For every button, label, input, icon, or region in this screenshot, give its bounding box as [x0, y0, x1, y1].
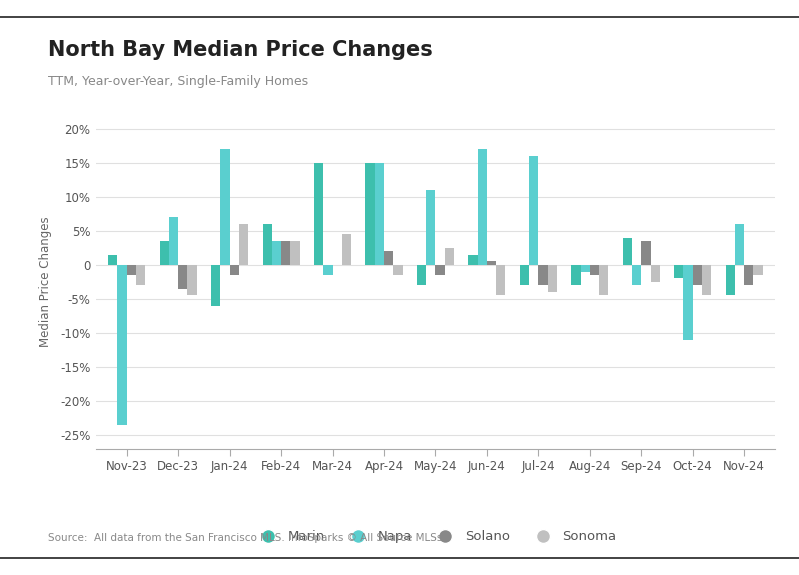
Bar: [529, 156, 539, 264]
Bar: [520, 264, 529, 285]
Bar: [272, 241, 281, 264]
Bar: [263, 224, 272, 264]
Bar: [365, 163, 375, 264]
Bar: [735, 224, 744, 264]
Bar: [108, 255, 117, 264]
Bar: [188, 264, 197, 296]
Bar: [417, 264, 426, 285]
Bar: [702, 264, 711, 296]
Bar: [693, 264, 702, 285]
Bar: [487, 261, 496, 264]
Bar: [468, 255, 478, 264]
Bar: [384, 251, 393, 264]
Bar: [496, 264, 506, 296]
Bar: [393, 264, 403, 275]
Bar: [642, 241, 650, 264]
Bar: [571, 264, 581, 285]
Bar: [221, 149, 229, 264]
Bar: [622, 237, 632, 264]
Bar: [290, 241, 300, 264]
Legend: Marin, Napa, Solano, Sonoma: Marin, Napa, Solano, Sonoma: [249, 525, 622, 549]
Bar: [229, 264, 239, 275]
Bar: [375, 163, 384, 264]
Bar: [281, 241, 290, 264]
Bar: [539, 264, 547, 285]
Bar: [650, 264, 660, 282]
Text: North Bay Median Price Changes: North Bay Median Price Changes: [48, 40, 433, 60]
Bar: [211, 264, 221, 305]
Bar: [683, 264, 693, 340]
Bar: [136, 264, 145, 285]
Bar: [426, 190, 435, 264]
Bar: [632, 264, 642, 285]
Bar: [599, 264, 608, 296]
Text: Source:  All data from the San Francisco MLS. InfoSparks © All Source MLSs: Source: All data from the San Francisco …: [48, 534, 443, 543]
Bar: [590, 264, 599, 275]
Bar: [744, 264, 753, 285]
Bar: [547, 264, 557, 292]
Bar: [581, 264, 590, 271]
Bar: [725, 264, 735, 296]
Bar: [342, 234, 351, 264]
Bar: [435, 264, 445, 275]
Text: TTM, Year-over-Year, Single-Family Homes: TTM, Year-over-Year, Single-Family Homes: [48, 75, 308, 88]
Bar: [324, 264, 332, 275]
Bar: [478, 149, 487, 264]
Bar: [169, 217, 178, 264]
Bar: [178, 264, 188, 289]
Bar: [160, 241, 169, 264]
Bar: [314, 163, 324, 264]
Bar: [117, 264, 127, 425]
Bar: [674, 264, 683, 278]
Bar: [127, 264, 136, 275]
Bar: [445, 248, 454, 264]
Bar: [753, 264, 763, 275]
Bar: [239, 224, 248, 264]
Y-axis label: Median Price Changes: Median Price Changes: [38, 216, 52, 347]
